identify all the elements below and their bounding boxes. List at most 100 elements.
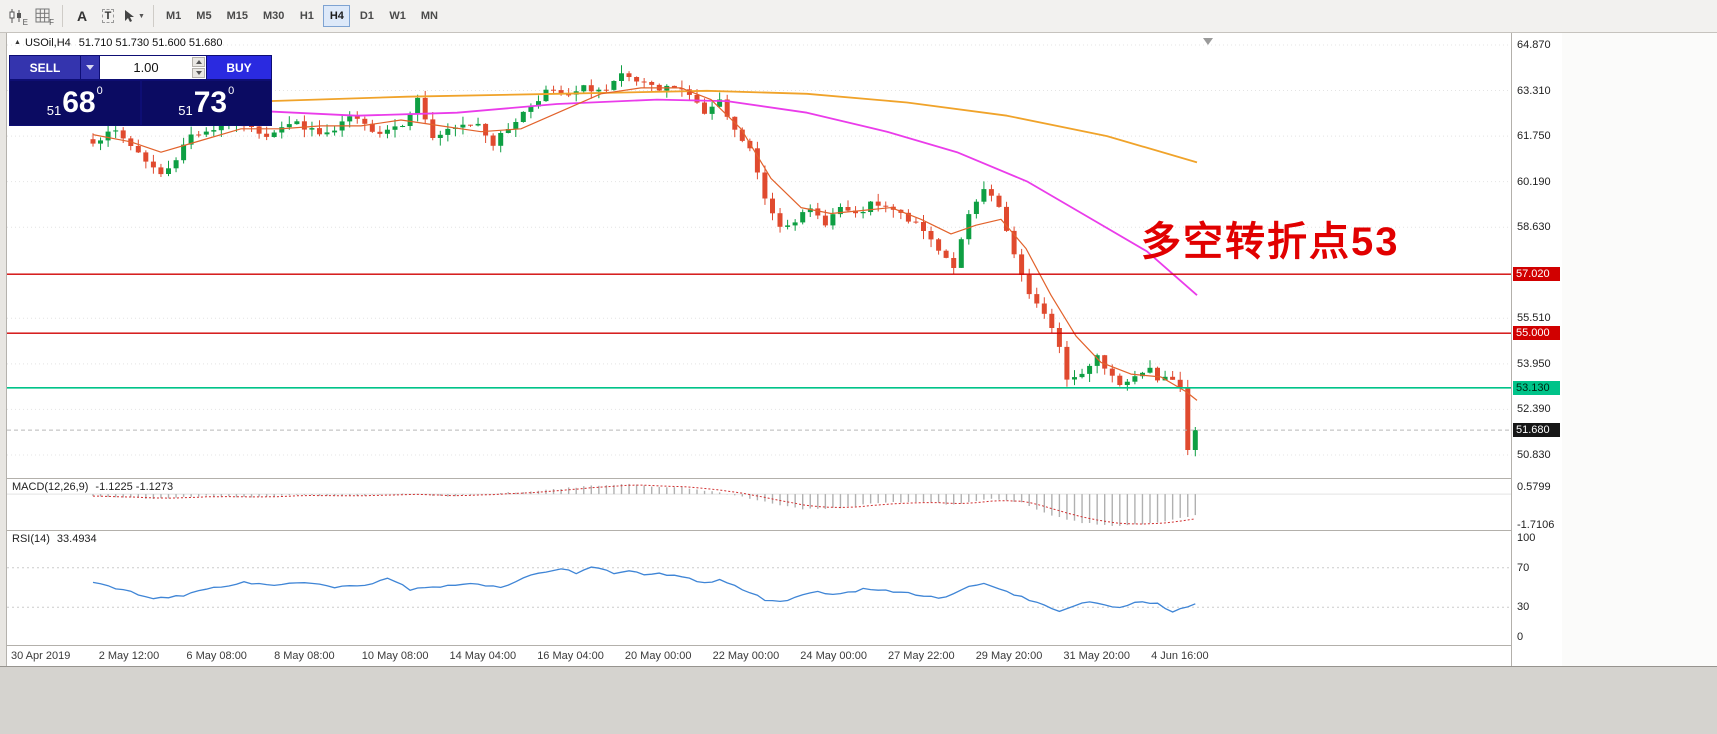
price-axis-label: 63.310 bbox=[1517, 84, 1551, 97]
spin-up-icon bbox=[195, 60, 202, 64]
toolbar-separator bbox=[153, 5, 154, 27]
time-axis-label: 4 Jun 16:00 bbox=[1151, 650, 1209, 662]
price-axis-label: 53.130 bbox=[1513, 380, 1560, 395]
rsi-line bbox=[92, 566, 1196, 613]
timeframe-d1[interactable]: D1 bbox=[353, 5, 380, 27]
price-axis-label: 60.190 bbox=[1517, 175, 1551, 188]
cursor-tool-button[interactable]: ▼ bbox=[121, 4, 147, 28]
text-tool-button[interactable]: A bbox=[69, 4, 95, 28]
symbol-label: USOil,H4 bbox=[24, 37, 71, 49]
indicators-sub-label: F bbox=[49, 18, 54, 27]
buy-button[interactable]: BUY bbox=[207, 56, 271, 79]
price-axis-label: 55.000 bbox=[1513, 326, 1560, 341]
macd-chart-canvas[interactable] bbox=[7, 479, 1511, 530]
time-axis[interactable]: 30 Apr 2019 2 May 12:00 6 May 08:00 8 May 0… bbox=[7, 645, 1511, 666]
rsi-axis-label: 0 bbox=[1517, 631, 1524, 643]
price-axis-label: 51.680 bbox=[1513, 423, 1560, 438]
time-axis-label: 10 May 08:00 bbox=[361, 650, 429, 662]
chart-annotation: 多空转折点53 bbox=[1141, 220, 1400, 264]
time-axis-label: 14 May 04:00 bbox=[449, 650, 517, 662]
time-axis-label: 22 May 00:00 bbox=[712, 650, 780, 662]
chart-template-button[interactable]: E bbox=[4, 4, 30, 28]
sell-price-display[interactable]: 51 68 0 bbox=[10, 81, 140, 125]
cursor-arrow-icon bbox=[125, 10, 135, 22]
volume-decrease-button[interactable] bbox=[192, 68, 205, 78]
timeframe-m1[interactable]: M1 bbox=[160, 5, 187, 27]
dropdown-caret-icon bbox=[86, 65, 94, 70]
horizontal-lines-layer bbox=[7, 273, 1511, 431]
time-axis-label: 24 May 00:00 bbox=[800, 650, 867, 662]
timeframe-w1[interactable]: W1 bbox=[383, 5, 412, 27]
time-axis-label: 31 May 20:00 bbox=[1063, 650, 1131, 662]
price-axis-label: 52.390 bbox=[1517, 403, 1551, 416]
volume-input[interactable] bbox=[100, 56, 206, 79]
price-axis-label: 57.020 bbox=[1513, 267, 1560, 282]
text-tool-icon: A bbox=[76, 8, 88, 24]
collapse-arrow-icon: ▲ bbox=[14, 39, 21, 46]
timeframe-m30[interactable]: M30 bbox=[257, 5, 290, 27]
candlestick-chart-canvas[interactable] bbox=[7, 33, 1511, 478]
price-axis-label: 61.750 bbox=[1517, 130, 1551, 143]
price-axis[interactable]: 64.870 63.310 61.750 60.190 58.630 57.020 55.5… bbox=[1511, 33, 1562, 666]
time-axis-label: 2 May 12:00 bbox=[98, 650, 160, 662]
rsi-panel[interactable]: RSI(14) 33.4934 bbox=[7, 531, 1511, 645]
macd-signal-line bbox=[92, 484, 1196, 525]
macd-panel[interactable]: MACD(12,26,9) -1.1225 -1.1273 bbox=[7, 479, 1511, 530]
sell-price-point: 0 bbox=[96, 85, 103, 97]
volume-field bbox=[100, 56, 206, 79]
indicator-grid-icon bbox=[35, 8, 50, 23]
macd-label: MACD(12,26,9) -1.1225 -1.1273 bbox=[12, 481, 173, 493]
macd-name: MACD(12,26,9) bbox=[12, 481, 89, 493]
indicators-button[interactable]: F bbox=[30, 4, 56, 28]
textbox-tool-icon: T bbox=[101, 9, 115, 23]
empty-area bbox=[1562, 33, 1717, 666]
buy-price-pips: 73 bbox=[193, 86, 228, 119]
time-axis-label: 16 May 04:00 bbox=[537, 650, 604, 662]
timeframe-h4[interactable]: H4 bbox=[323, 5, 351, 27]
timeframe-h1[interactable]: H1 bbox=[293, 5, 320, 27]
textbox-tool-button[interactable]: T bbox=[95, 4, 121, 28]
chart-window: ▲ USOil,H4 51.710 51.730 51.600 51.680 SEL… bbox=[6, 33, 1562, 666]
chart-symbol-header: ▲ USOil,H4 51.710 51.730 51.600 51.680 bbox=[14, 37, 223, 49]
macd-axis-label: -1.7106 bbox=[1517, 519, 1555, 531]
macd-histogram-layer bbox=[92, 483, 1197, 526]
candlestick-chart-icon bbox=[9, 9, 21, 23]
buy-price-display[interactable]: 51 73 0 bbox=[141, 81, 271, 125]
buy-price-point: 0 bbox=[228, 85, 235, 97]
volume-increase-button[interactable] bbox=[192, 57, 205, 67]
panel-separator[interactable] bbox=[7, 478, 1511, 479]
cursor-tool-caret-icon: ▼ bbox=[138, 12, 145, 20]
sell-button[interactable]: SELL bbox=[10, 56, 80, 79]
main-chart-panel[interactable]: ▲ USOil,H4 51.710 51.730 51.600 51.680 SEL… bbox=[7, 33, 1511, 478]
time-axis-label: 6 May 08:00 bbox=[186, 650, 247, 662]
shift-marker-icon bbox=[1203, 38, 1213, 45]
timeframe-mn[interactable]: MN bbox=[415, 5, 444, 27]
rsi-label: RSI(14) 33.4934 bbox=[12, 533, 97, 545]
macd-axis-label: 0.5799 bbox=[1517, 481, 1551, 493]
rsi-value: 33.4934 bbox=[56, 533, 97, 545]
macd-values: -1.1225 -1.1273 bbox=[95, 481, 174, 493]
chart-template-sub-label: E bbox=[22, 18, 28, 27]
order-type-dropdown[interactable] bbox=[81, 56, 99, 79]
toolbar-separator bbox=[62, 5, 63, 27]
price-axis-label: 50.830 bbox=[1517, 448, 1551, 461]
rsi-name: RSI(14) bbox=[12, 533, 50, 545]
moving-averages-layer bbox=[92, 87, 1198, 401]
price-axis-label: 53.950 bbox=[1517, 357, 1551, 370]
timeframe-group: M1 M5 M15 M30 H1 H4 D1 W1 MN bbox=[160, 5, 444, 27]
timeframe-m15[interactable]: M15 bbox=[221, 5, 254, 27]
sell-price-pips: 68 bbox=[62, 86, 96, 119]
toolbar: E F A T ▼ M1 M5 M15 M30 H1 H4 D1 W1 MN bbox=[0, 0, 1717, 33]
one-click-trading-panel: SELL BUY 51 68 0 51 bbox=[9, 55, 272, 126]
rsi-chart-canvas[interactable] bbox=[7, 531, 1511, 645]
volume-spinner bbox=[192, 57, 205, 78]
time-axis-label: 30 Apr 2019 bbox=[11, 650, 71, 662]
buy-price-major: 51 bbox=[178, 103, 193, 118]
price-axis-label: 55.510 bbox=[1517, 312, 1551, 325]
sell-price-major: 51 bbox=[46, 103, 62, 118]
panel-separator[interactable] bbox=[7, 530, 1511, 531]
timeframe-m5[interactable]: M5 bbox=[190, 5, 217, 27]
time-axis-label: 20 May 00:00 bbox=[624, 650, 692, 662]
ohlc-values: 51.710 51.730 51.600 51.680 bbox=[78, 37, 223, 49]
time-axis-label: 29 May 20:00 bbox=[975, 650, 1043, 662]
